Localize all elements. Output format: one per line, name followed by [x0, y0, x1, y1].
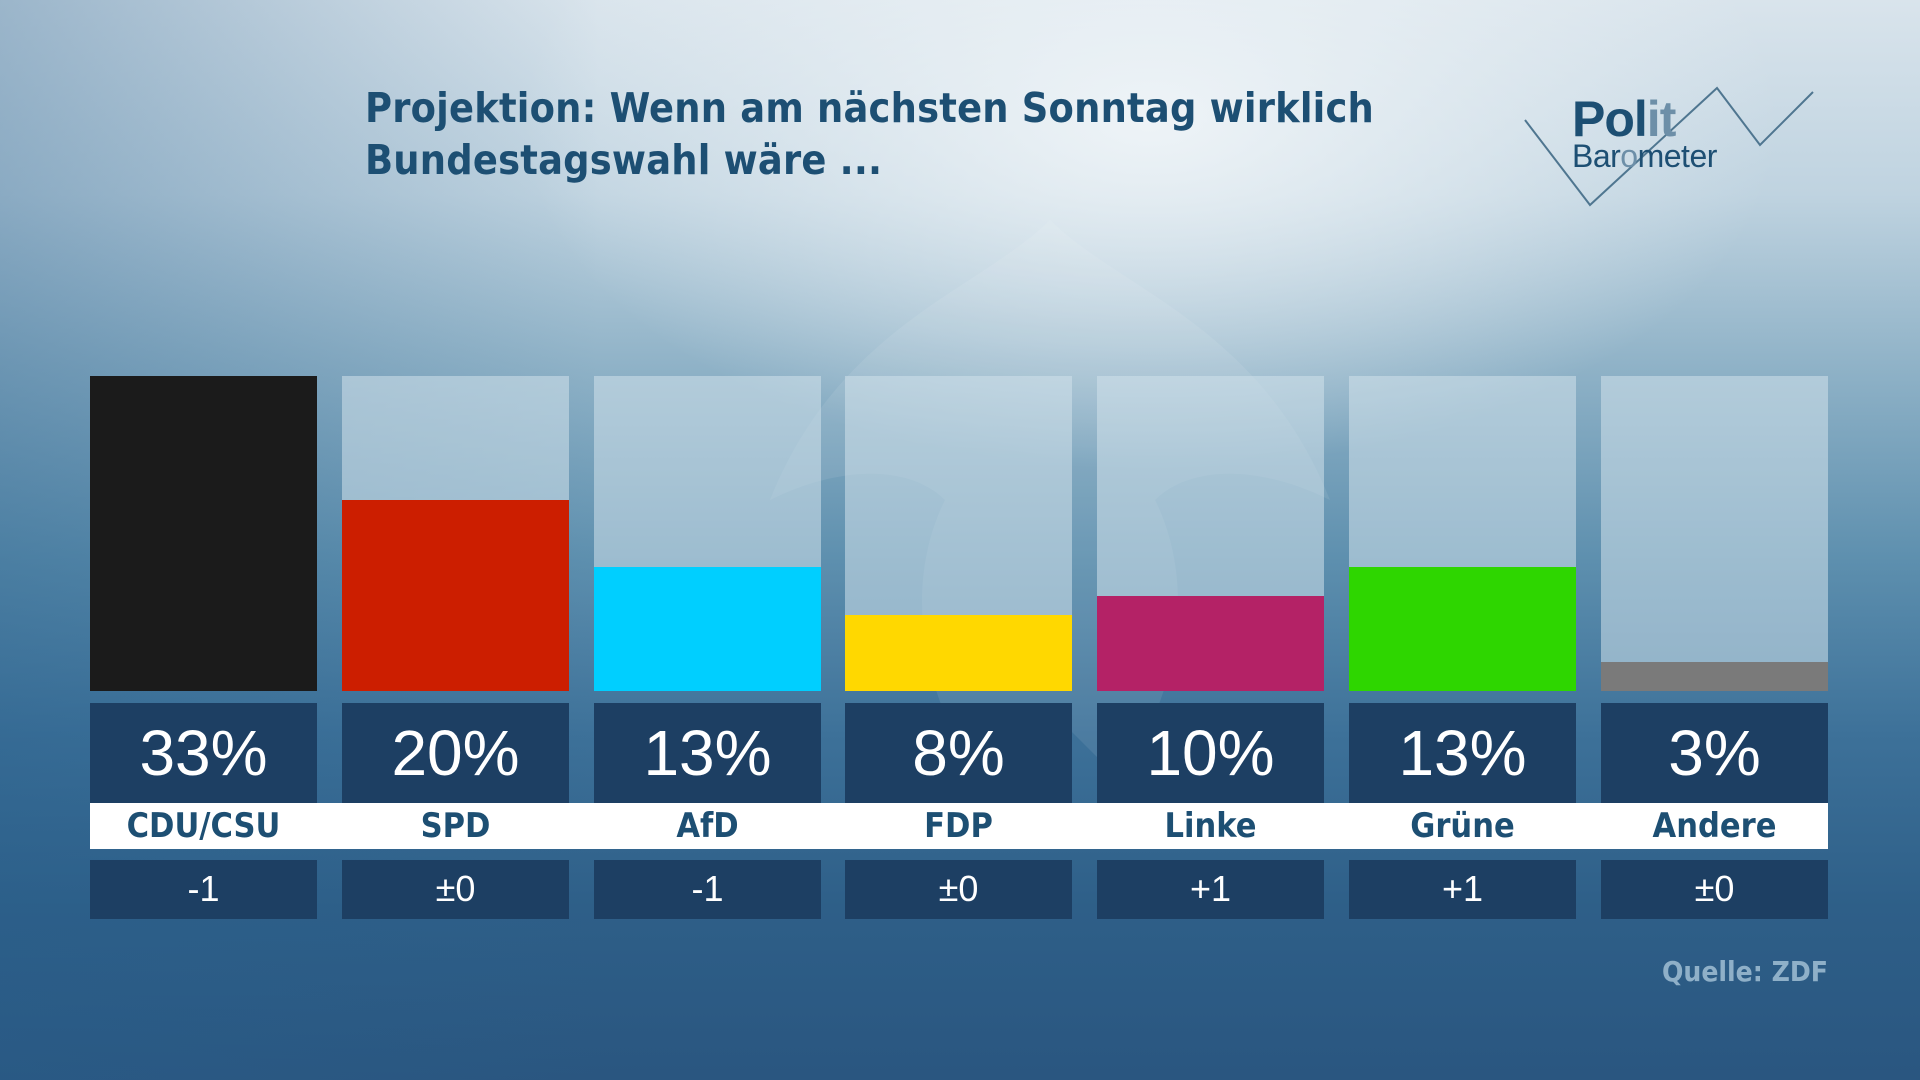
value-label: 13% [594, 703, 821, 803]
logo-polit: Polit [1572, 91, 1676, 147]
value-label: 20% [342, 703, 569, 803]
change-label: -1 [594, 860, 821, 919]
title-line-1: Projektion: Wenn am nächsten Sonntag wir… [365, 84, 1375, 132]
change-label: -1 [90, 860, 317, 919]
logo-barometer: Barometer [1572, 138, 1717, 174]
category-label: AfD [676, 806, 739, 846]
change-label: ±0 [1601, 860, 1828, 919]
value-label: 8% [845, 703, 1072, 803]
title-line-2: Bundestagswahl wäre ... [365, 136, 883, 184]
zigzag-line-icon [1524, 86, 1814, 207]
bar [1097, 596, 1324, 691]
value-label: 13% [1349, 703, 1576, 803]
change-label: ±0 [845, 860, 1072, 919]
change-label: +1 [1097, 860, 1324, 919]
chart-title: Projektion: Wenn am nächsten Sonntag wir… [365, 82, 1374, 186]
bar-track [90, 376, 317, 691]
bar [1601, 662, 1828, 691]
category-label: FDP [924, 806, 993, 846]
value-label: 10% [1097, 703, 1324, 803]
bar-track [1349, 376, 1576, 691]
bar [1349, 567, 1576, 691]
bar-track [1097, 376, 1324, 691]
bar [90, 376, 317, 691]
bar [342, 500, 569, 691]
category-label: SPD [420, 806, 491, 846]
change-label: ±0 [342, 860, 569, 919]
source-label: Quelle: ZDF [1661, 955, 1828, 988]
bar-track [845, 376, 1072, 691]
value-label: 3% [1601, 703, 1828, 803]
value-label: 33% [90, 703, 317, 803]
change-label: +1 [1349, 860, 1576, 919]
bar-track [594, 376, 821, 691]
bar [845, 615, 1072, 691]
bar-track [1601, 376, 1828, 691]
party-label-strip [90, 803, 1828, 849]
bar [594, 567, 821, 691]
category-label: Grüne [1410, 806, 1515, 846]
category-label: CDU/CSU [126, 806, 281, 846]
politbarometer-logo: Polit Barometer [1500, 70, 1820, 210]
category-label: Andere [1652, 806, 1777, 846]
category-label: Linke [1164, 806, 1257, 846]
bar-track [342, 376, 569, 691]
